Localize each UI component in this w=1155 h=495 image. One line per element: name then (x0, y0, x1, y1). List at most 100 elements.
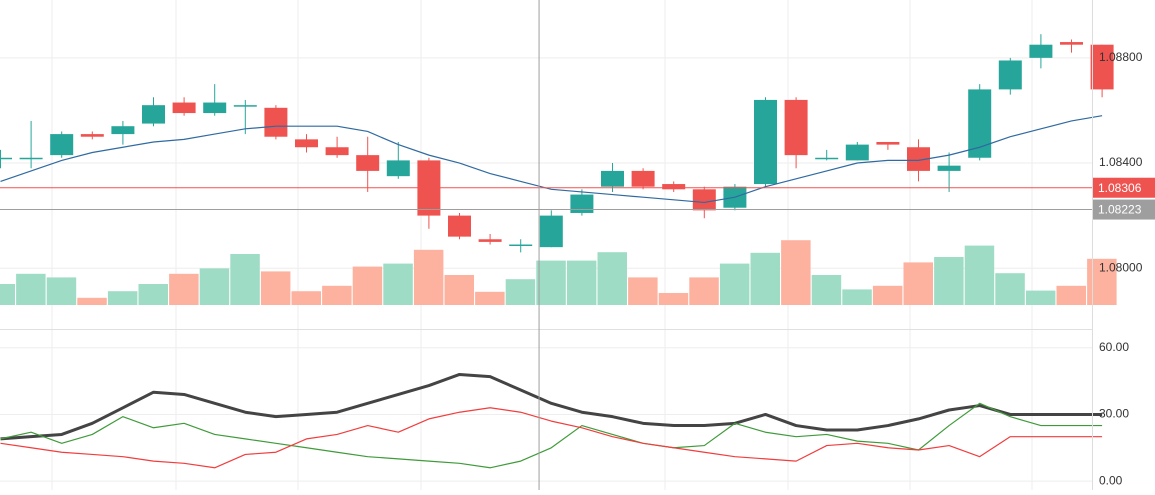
candle[interactable] (356, 137, 379, 192)
candle-body[interactable] (509, 245, 532, 247)
volume-bar[interactable] (720, 264, 750, 305)
candle-body[interactable] (662, 184, 685, 189)
volume-bar[interactable] (751, 253, 781, 305)
candle[interactable] (632, 168, 655, 189)
adx-line[interactable] (1, 374, 1103, 438)
candle[interactable] (938, 153, 961, 192)
volume-bar[interactable] (322, 286, 352, 305)
candle[interactable] (540, 210, 563, 247)
volume-bar[interactable] (47, 277, 76, 305)
candle-body[interactable] (938, 166, 961, 171)
volume-bar[interactable] (0, 284, 15, 305)
volume-bar[interactable] (445, 275, 475, 305)
candle[interactable] (570, 189, 593, 215)
candle-body[interactable] (448, 216, 471, 237)
candle[interactable] (81, 131, 104, 139)
volume-bar[interactable] (812, 275, 842, 305)
candle-body[interactable] (356, 155, 379, 171)
candle-body[interactable] (173, 103, 196, 114)
volume-bar[interactable] (200, 268, 230, 305)
volume-bar[interactable] (77, 298, 107, 305)
candle-body[interactable] (20, 158, 43, 160)
candle-body[interactable] (846, 145, 869, 161)
candle-body[interactable] (601, 171, 624, 187)
candle-body[interactable] (754, 100, 777, 184)
volume-bar[interactable] (536, 261, 566, 305)
candle-body[interactable] (570, 195, 593, 213)
volume-pane[interactable] (0, 240, 1117, 305)
candle[interactable] (509, 239, 532, 252)
minus-di-line[interactable] (1, 408, 1103, 468)
volume-bar[interactable] (475, 292, 505, 305)
candle-body[interactable] (540, 216, 563, 248)
candle-body[interactable] (50, 134, 73, 155)
volume-bar[interactable] (689, 277, 719, 305)
volume-bar[interactable] (995, 273, 1025, 305)
candle[interactable] (142, 97, 165, 126)
candle-body[interactable] (1060, 42, 1083, 45)
candle-body[interactable] (1029, 45, 1052, 58)
candle-body[interactable] (111, 126, 134, 134)
candle-body[interactable] (999, 60, 1022, 89)
volume-bar[interactable] (383, 264, 413, 305)
volume-bar[interactable] (1057, 286, 1087, 305)
volume-bar[interactable] (628, 277, 658, 305)
candle[interactable] (326, 137, 349, 158)
volume-bar[interactable] (353, 267, 383, 305)
volume-bar[interactable] (16, 274, 45, 305)
candle[interactable] (815, 150, 838, 161)
volume-bar[interactable] (781, 240, 811, 305)
volume-bar[interactable] (965, 246, 995, 305)
candle[interactable] (999, 58, 1022, 95)
volume-bar[interactable] (108, 291, 137, 305)
volume-bar[interactable] (842, 289, 872, 305)
candle[interactable] (479, 234, 502, 245)
candle[interactable] (876, 142, 899, 150)
candle-body[interactable] (234, 105, 257, 107)
candle-body[interactable] (142, 105, 165, 123)
candle-body[interactable] (815, 158, 838, 160)
candle[interactable] (20, 121, 43, 168)
candle-body[interactable] (479, 239, 502, 242)
candle[interactable] (1029, 34, 1052, 68)
candle-body[interactable] (0, 158, 12, 160)
candle[interactable] (662, 181, 685, 192)
candle[interactable] (846, 142, 869, 160)
candle-body[interactable] (326, 147, 349, 155)
candle[interactable] (754, 97, 777, 186)
price-pane[interactable] (0, 34, 1114, 252)
volume-bar[interactable] (139, 284, 169, 305)
candle[interactable] (264, 105, 287, 139)
volume-bar[interactable] (414, 250, 444, 305)
candle[interactable] (1060, 39, 1083, 52)
volume-bar[interactable] (567, 261, 597, 305)
candle[interactable] (50, 131, 73, 157)
volume-bar[interactable] (873, 286, 903, 305)
candle-body[interactable] (876, 142, 899, 145)
volume-bar[interactable] (934, 257, 964, 305)
volume-bar[interactable] (169, 274, 199, 305)
candle-body[interactable] (693, 189, 716, 210)
candle-body[interactable] (203, 103, 226, 114)
candle[interactable] (111, 121, 134, 145)
candle-body[interactable] (785, 100, 808, 155)
candle-body[interactable] (387, 160, 410, 176)
volume-bar[interactable] (598, 252, 628, 305)
candle[interactable] (203, 84, 226, 116)
volume-bar[interactable] (230, 254, 259, 305)
volume-bar[interactable] (659, 293, 689, 305)
candle[interactable] (0, 150, 12, 168)
volume-bar[interactable] (506, 279, 536, 305)
candle-body[interactable] (264, 108, 287, 137)
candle[interactable] (448, 213, 471, 239)
volume-bar[interactable] (904, 262, 934, 305)
candle-body[interactable] (295, 139, 318, 147)
candle-body[interactable] (632, 171, 655, 187)
volume-bar[interactable] (292, 291, 322, 305)
dmi-pane[interactable] (1, 374, 1103, 467)
volume-bar[interactable] (1026, 291, 1056, 305)
volume-bar[interactable] (261, 271, 291, 305)
moving-average-line[interactable] (1, 116, 1103, 203)
